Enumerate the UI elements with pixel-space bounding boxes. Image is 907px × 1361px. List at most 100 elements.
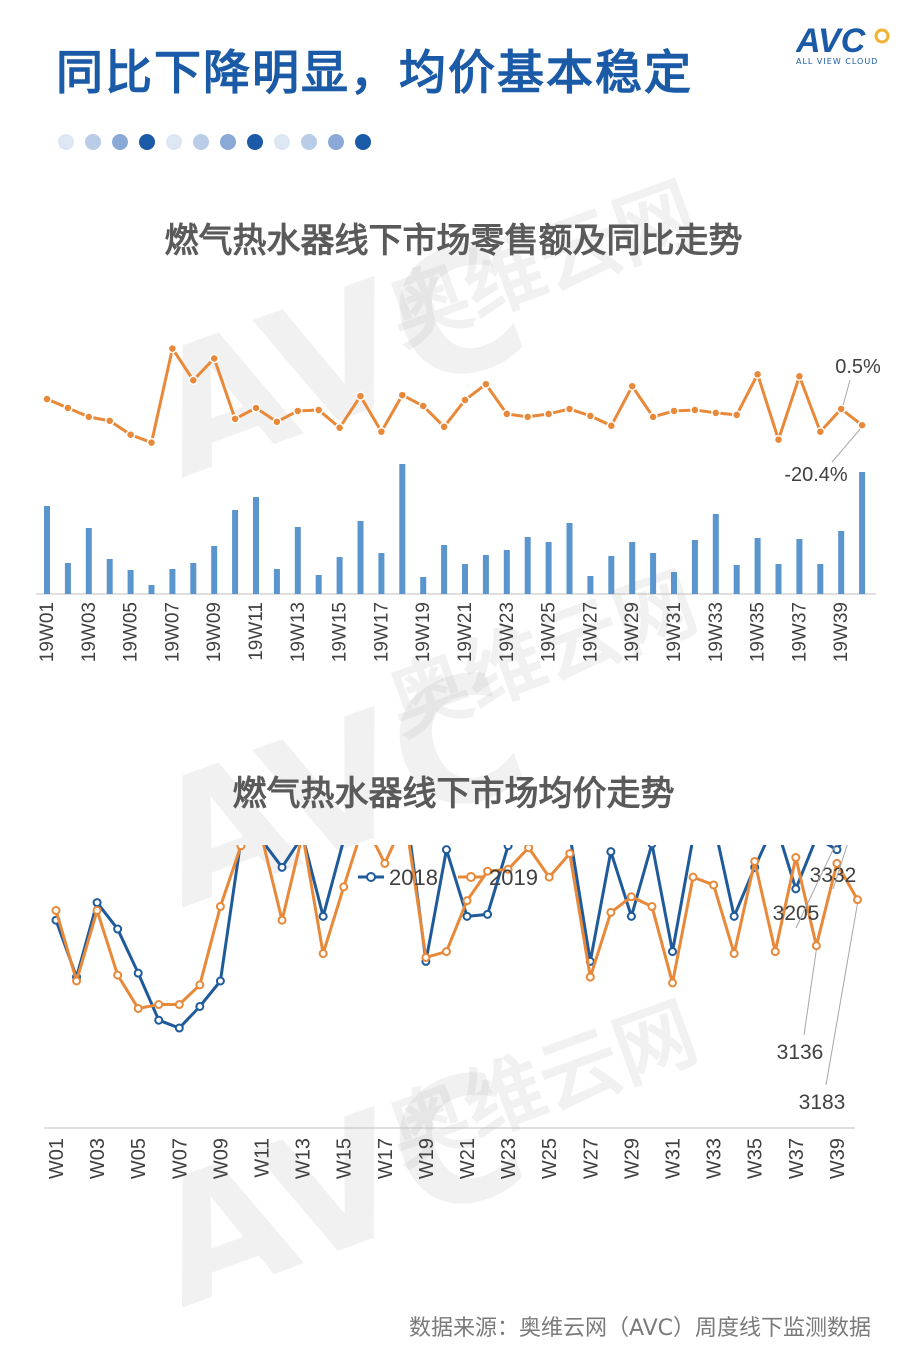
legend-marker: [366, 872, 376, 882]
x-tick-label: W19: [416, 1138, 438, 1179]
bar-mark: [336, 557, 343, 594]
x-tick-label: 19W09: [204, 602, 225, 662]
bar-mark: [712, 514, 719, 594]
series-point-2018: [462, 911, 472, 921]
bar-mark: [232, 510, 239, 594]
series-point-2019: [195, 980, 205, 990]
bar-mark: [629, 542, 636, 594]
x-tick-label: 19W25: [539, 602, 560, 662]
bar-mark: [294, 527, 301, 594]
dot-icon: [328, 134, 344, 150]
bar-mark: [315, 575, 322, 594]
series-point-2018: [503, 845, 513, 851]
x-tick-label: 19W39: [831, 602, 852, 662]
yoy-point: [42, 394, 52, 404]
dot-icon: [355, 134, 371, 150]
series-point-2019: [215, 902, 225, 912]
series-point-2019: [832, 858, 842, 868]
x-tick-label: W07: [169, 1138, 191, 1179]
x-tick-label: W39: [827, 1138, 849, 1179]
series-point-2019: [811, 941, 821, 951]
bar-mark: [253, 497, 259, 594]
x-tick-label: 19W23: [497, 602, 518, 662]
series-point-2019: [441, 947, 451, 957]
yoy-point: [397, 390, 408, 400]
series-point-2018: [647, 845, 657, 849]
yoy-line-series: [46, 347, 864, 445]
yoy-point: [209, 353, 219, 364]
yoy-point: [313, 405, 324, 415]
series-point-2018: [154, 1015, 164, 1025]
series-point-2019: [647, 902, 657, 912]
x-tick-label: W31: [663, 1138, 685, 1179]
series-point-2019: [606, 907, 616, 917]
yoy-point: [481, 379, 491, 389]
bar-mark: [420, 577, 427, 594]
bar-mark: [775, 564, 782, 594]
x-tick-label: W33: [704, 1138, 726, 1179]
avc-logo: AVC: [796, 22, 890, 60]
logo-subtitle: ALL VIEW CLOUD: [796, 57, 879, 66]
annotation-label: -20.4%: [784, 464, 848, 486]
dot-icon: [274, 134, 290, 150]
logo-text: AVC: [796, 22, 866, 60]
chart1-title: 燃气热水器线下市场零售额及同比走势: [164, 221, 743, 261]
x-tick-label: 19W17: [371, 602, 392, 662]
x-tick-label: W01: [46, 1138, 68, 1179]
sales-chart: 19W01 19W03 19W05 19W07 19W09 19W11 19W13 19W15…: [36, 343, 881, 662]
yoy-point: [230, 414, 240, 424]
x-tick-label: W35: [745, 1138, 767, 1179]
series-line-2019: [54, 845, 859, 1010]
yoy-point: [836, 404, 846, 414]
series-point-2019: [688, 872, 698, 882]
bar-mark: [796, 539, 803, 594]
series-point-2019: [277, 915, 287, 925]
series-point-2018: [215, 976, 225, 986]
yoy-point: [251, 403, 261, 413]
bar-mark: [44, 506, 50, 594]
bar-mark: [148, 585, 155, 594]
series-point-2018: [729, 911, 739, 921]
bar-mark: [650, 553, 657, 594]
series-point-2019: [524, 845, 534, 853]
dot-icon: [139, 134, 155, 150]
yoy-point: [63, 403, 73, 413]
yoy-point: [564, 404, 575, 414]
series-point-2019: [339, 882, 349, 892]
bar-mark: [482, 555, 489, 594]
yoy-point: [418, 401, 428, 411]
bar-mark: [608, 556, 615, 594]
bar-mark: [838, 531, 845, 594]
series-point-2018: [668, 947, 677, 957]
x-tick-label: W11: [252, 1138, 274, 1178]
x-tick-label: 19W15: [330, 602, 351, 662]
series-point-2018: [195, 1001, 205, 1011]
series-point-2019: [668, 978, 677, 988]
annotation-label: 3136: [777, 1041, 824, 1064]
bar-mark: [524, 537, 531, 594]
x-tick-label: 19W01: [37, 602, 58, 662]
series-point-2018: [174, 1023, 184, 1033]
yoy-point: [188, 375, 199, 385]
series-point-2019: [72, 976, 82, 986]
series-point-2018: [483, 909, 493, 919]
chart2-title: 燃气热水器线下市场均价走势: [232, 774, 675, 814]
bar-mark: [127, 570, 134, 594]
bar-mark: [671, 572, 677, 594]
data-source-note: 数据来源：奥维云网（AVC）周度线下监测数据: [408, 1316, 871, 1341]
bar-mark: [441, 545, 448, 594]
series-point-2019: [380, 858, 390, 868]
series-point-2019: [503, 864, 513, 874]
annotation-leader: [832, 845, 848, 890]
bar-mark: [503, 550, 510, 594]
x-tick-label: W15: [334, 1138, 356, 1179]
series-point-2019: [174, 1000, 184, 1010]
yoy-point: [794, 371, 805, 382]
yoy-point: [146, 437, 157, 448]
dot-icon: [301, 134, 317, 150]
x-tick-label: W05: [128, 1138, 150, 1179]
dot-icon: [193, 134, 209, 150]
yoy-point: [334, 423, 345, 433]
series-point-2019: [750, 856, 760, 866]
yoy-point: [773, 434, 784, 445]
